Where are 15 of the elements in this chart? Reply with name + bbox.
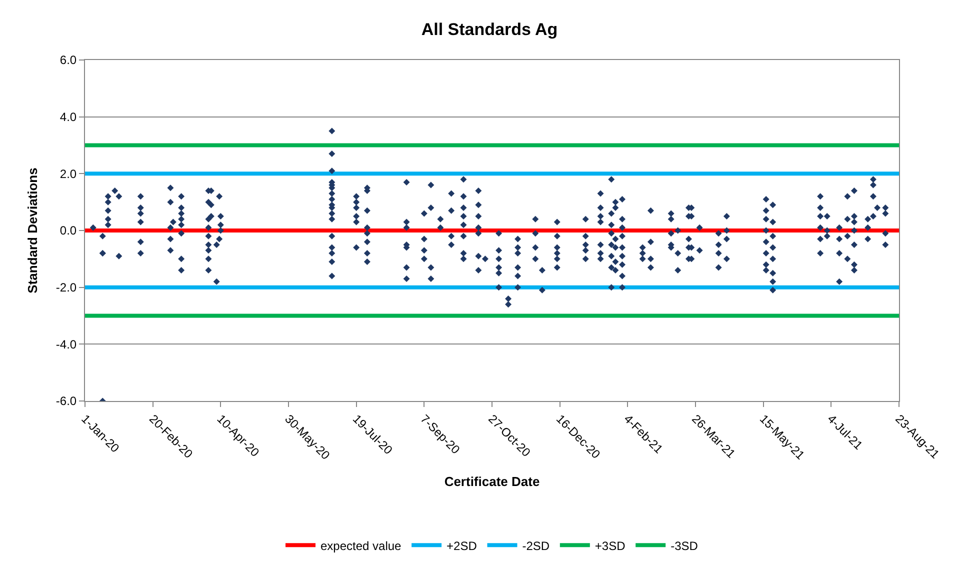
- x-axis-title: Certificate Date: [444, 474, 540, 490]
- y-axis-title: Standard Deviations: [24, 168, 40, 294]
- y-tick-label: -6.0: [56, 394, 77, 408]
- legend-label: +3SD: [594, 538, 626, 553]
- legend-label: +2SD: [446, 538, 478, 553]
- legend-label: -3SD: [670, 538, 698, 553]
- chart-title: All Standards Ag: [421, 20, 558, 39]
- y-tick-label: -2.0: [56, 280, 77, 295]
- y-tick-label: -4.0: [56, 337, 77, 352]
- legend-label: expected value: [320, 538, 402, 553]
- y-tick-label: 4.0: [60, 110, 77, 124]
- legend-label: -2SD: [522, 538, 550, 553]
- y-tick-label: 0.0: [60, 224, 77, 238]
- y-tick-label: 6.0: [60, 53, 77, 68]
- y-tick-label: 2.0: [60, 166, 77, 181]
